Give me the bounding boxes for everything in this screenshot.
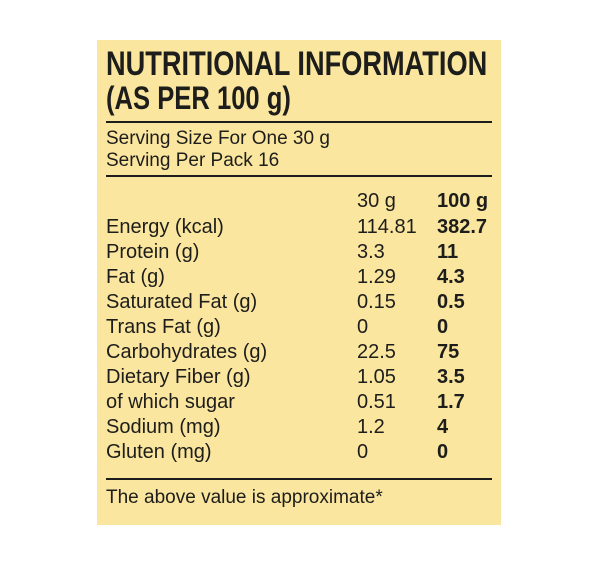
table-row: Gluten (mg) 0 0 bbox=[106, 440, 492, 465]
value-100g: 1.7 bbox=[437, 391, 465, 413]
nutrient-label: Gluten (mg) bbox=[106, 441, 212, 463]
nutrient-label: Protein (g) bbox=[106, 241, 200, 263]
value-30g: 1.05 bbox=[357, 366, 396, 388]
table-row: Protein (g) 3.3 11 bbox=[106, 240, 492, 265]
value-100g: 4.3 bbox=[437, 266, 465, 288]
value-30g: 0.51 bbox=[357, 391, 396, 413]
table-body: Energy (kcal) 114.81 382.7 Protein (g) 3.3 11… bbox=[106, 215, 492, 465]
value-30g: 22.5 bbox=[357, 341, 396, 363]
table-row: Energy (kcal) 114.81 382.7 bbox=[106, 215, 492, 240]
value-100g: 75 bbox=[437, 341, 460, 363]
serving-per-pack-text: Serving Per Pack 16 bbox=[106, 150, 280, 171]
nutrition-table: 30 g 100 g Energy (kcal) 114.81 382.7 Prote… bbox=[106, 187, 492, 465]
title-line1: NUTRITIONAL INFORMATION bbox=[106, 45, 488, 83]
table-row: Trans Fat (g) 0 0 bbox=[106, 315, 492, 340]
value-30g: 0 bbox=[357, 316, 369, 338]
nutrient-label: Saturated Fat (g) bbox=[106, 291, 258, 313]
divider-footer bbox=[106, 478, 492, 480]
serving-info: Serving Size For One 30 g Serving Per Pa… bbox=[106, 128, 492, 172]
value-30g: 114.81 bbox=[357, 216, 417, 238]
value-100g: 3.5 bbox=[437, 366, 465, 388]
footnote-text: The above value is approximate* bbox=[106, 487, 383, 508]
table-row: of which sugar 0.51 1.7 bbox=[106, 390, 492, 415]
serving-size-text: Serving Size For One 30 g bbox=[106, 128, 330, 149]
value-100g: 0.5 bbox=[437, 291, 465, 313]
table-row: Saturated Fat (g) 0.15 0.5 bbox=[106, 290, 492, 315]
nutrient-label: Sodium (mg) bbox=[106, 416, 221, 438]
value-100g: 382.7 bbox=[437, 216, 488, 238]
table-row: Sodium (mg) 1.2 4 bbox=[106, 415, 492, 440]
table-header-row: 30 g 100 g bbox=[106, 187, 492, 215]
divider-serving bbox=[106, 175, 492, 177]
label-title: NUTRITIONAL INFORMATION (AS PER 100 g) bbox=[106, 45, 488, 116]
value-100g: 0 bbox=[437, 316, 449, 338]
table-row: Carbohydrates (g) 22.5 75 bbox=[106, 340, 492, 365]
nutrient-label: Carbohydrates (g) bbox=[106, 341, 268, 363]
nutrient-label: Trans Fat (g) bbox=[106, 316, 221, 338]
value-30g: 1.29 bbox=[357, 266, 396, 288]
divider-title bbox=[106, 121, 492, 123]
nutrient-label: Dietary Fiber (g) bbox=[106, 366, 251, 388]
nutrient-label: Fat (g) bbox=[106, 266, 165, 288]
value-100g: 0 bbox=[437, 441, 449, 463]
column-header-100g: 100 g bbox=[437, 190, 489, 212]
value-30g: 0 bbox=[357, 441, 369, 463]
value-30g: 3.3 bbox=[357, 241, 385, 263]
nutrient-label: Energy (kcal) bbox=[106, 216, 224, 238]
title-line2: (AS PER 100 g) bbox=[106, 80, 291, 116]
value-30g: 1.2 bbox=[357, 416, 385, 438]
column-header-30g: 30 g bbox=[357, 190, 396, 212]
table-row: Fat (g) 1.29 4.3 bbox=[106, 265, 492, 290]
table-row: Dietary Fiber (g) 1.05 3.5 bbox=[106, 365, 492, 390]
nutrition-label-panel: NUTRITIONAL INFORMATION (AS PER 100 g) S… bbox=[97, 40, 501, 525]
value-100g: 11 bbox=[437, 241, 459, 263]
nutrient-label: of which sugar bbox=[106, 391, 235, 413]
value-100g: 4 bbox=[437, 416, 449, 438]
value-30g: 0.15 bbox=[357, 291, 396, 313]
